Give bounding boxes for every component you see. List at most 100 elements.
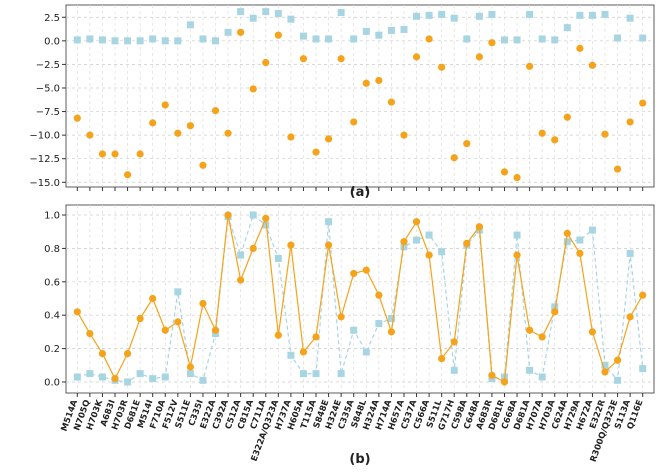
point xyxy=(362,266,370,274)
point xyxy=(199,161,207,169)
point xyxy=(73,308,81,316)
point xyxy=(186,363,194,371)
point xyxy=(287,351,295,359)
point xyxy=(601,368,609,376)
point xyxy=(526,10,534,18)
point xyxy=(500,168,509,176)
point xyxy=(413,236,421,244)
point xyxy=(86,131,94,139)
point xyxy=(375,320,383,328)
point xyxy=(98,36,106,44)
point xyxy=(237,28,245,36)
point xyxy=(551,303,559,311)
point xyxy=(312,148,320,156)
point xyxy=(375,76,383,85)
point xyxy=(551,308,559,316)
point xyxy=(299,32,307,40)
point xyxy=(312,35,320,43)
point xyxy=(601,130,609,138)
point xyxy=(551,136,559,144)
point xyxy=(237,251,245,259)
point xyxy=(613,165,622,173)
point xyxy=(325,35,333,43)
y-tick-label: −15.0 xyxy=(29,178,60,189)
point xyxy=(475,53,483,61)
point xyxy=(488,39,496,47)
point xyxy=(98,150,107,158)
point xyxy=(613,356,622,364)
y-tick-label: 2.5 xyxy=(44,13,60,24)
point xyxy=(199,376,207,384)
point xyxy=(500,36,508,44)
point xyxy=(224,28,232,36)
point xyxy=(149,119,157,127)
point xyxy=(450,338,458,346)
point xyxy=(123,171,132,179)
point xyxy=(400,131,408,139)
point xyxy=(262,214,270,222)
point xyxy=(588,226,596,234)
point xyxy=(400,243,408,251)
point xyxy=(186,370,194,378)
point xyxy=(86,370,94,378)
point xyxy=(513,251,521,259)
plot-area xyxy=(65,204,655,394)
point xyxy=(513,173,521,182)
point xyxy=(463,140,471,148)
point xyxy=(500,378,509,386)
point xyxy=(412,53,421,61)
point xyxy=(149,375,157,383)
point xyxy=(387,328,396,336)
point xyxy=(174,37,182,45)
point xyxy=(111,37,119,45)
point xyxy=(211,107,220,115)
point xyxy=(86,329,94,338)
point xyxy=(249,211,257,219)
point xyxy=(73,114,81,122)
point xyxy=(73,36,81,44)
point xyxy=(86,35,94,43)
point xyxy=(98,349,107,358)
point xyxy=(149,294,157,303)
point xyxy=(249,85,257,93)
point xyxy=(400,238,408,246)
y-tick-label: −5.0 xyxy=(36,83,60,94)
series-line xyxy=(76,214,644,383)
point xyxy=(614,34,622,42)
point xyxy=(601,10,609,18)
point xyxy=(262,58,270,67)
point xyxy=(224,211,232,219)
point xyxy=(538,333,546,341)
point xyxy=(161,101,169,109)
point xyxy=(387,315,395,323)
point xyxy=(274,31,282,39)
point xyxy=(274,254,282,262)
point xyxy=(111,375,119,383)
point xyxy=(425,11,433,19)
point xyxy=(161,326,169,334)
point xyxy=(98,373,106,381)
point xyxy=(174,288,182,296)
point xyxy=(438,10,446,18)
point xyxy=(136,314,144,323)
point xyxy=(136,37,144,45)
point xyxy=(576,236,584,244)
panel-title: (a) xyxy=(350,185,371,200)
point xyxy=(538,129,546,137)
point xyxy=(387,98,396,106)
point xyxy=(324,135,333,143)
point xyxy=(526,326,534,334)
point xyxy=(287,241,295,249)
y-tick-label: −2.5 xyxy=(36,60,60,71)
point xyxy=(136,370,144,378)
point xyxy=(588,61,597,69)
plot-area xyxy=(65,4,655,188)
point xyxy=(450,154,458,162)
point xyxy=(639,291,647,299)
point xyxy=(325,218,333,226)
y-tick-label: −12.5 xyxy=(29,154,60,165)
point xyxy=(526,366,534,374)
point xyxy=(362,27,370,35)
point xyxy=(350,269,358,278)
